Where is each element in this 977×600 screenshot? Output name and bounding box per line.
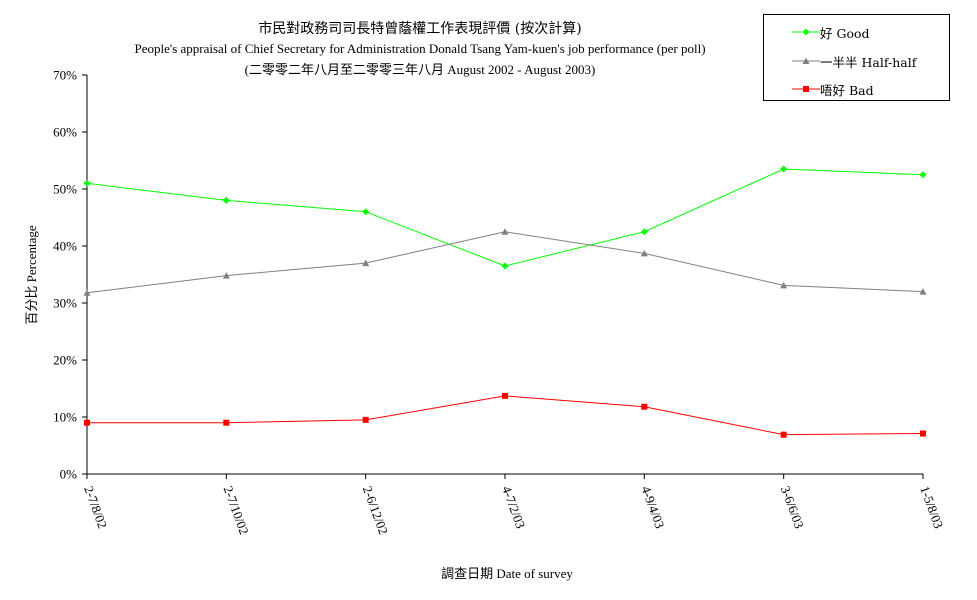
y-tick-label: 10% (53, 410, 77, 425)
x-axis-label: 調查日期 Date of survey (441, 566, 573, 581)
x-tick-label: 2-7/8/02 (81, 484, 110, 531)
data-point (502, 392, 508, 399)
legend-item-bad: 唔好 Bad (764, 79, 874, 99)
y-axis-label: 百分比 Percentage (24, 225, 39, 325)
y-tick-label: 30% (53, 296, 77, 311)
y-axis-ticks: 0% 10% 20% 30% 40% 50% 60% 70% (53, 68, 87, 482)
series-good (83, 165, 927, 270)
data-point (362, 259, 370, 267)
x-tick-label: 2-6/12/02 (360, 484, 391, 537)
legend-label-half: 一半半 Half-half (820, 54, 917, 70)
axes (86, 75, 923, 475)
data-point (362, 208, 370, 216)
y-tick-label: 0% (60, 467, 78, 482)
data-point (640, 249, 648, 257)
data-point (780, 431, 787, 438)
series-group (83, 165, 927, 438)
x-tick-label: 3-6/6/03 (778, 484, 807, 531)
data-point (919, 171, 927, 179)
series-half-half (83, 228, 927, 296)
y-tick-label: 60% (53, 125, 77, 140)
data-point (84, 419, 90, 426)
data-point (501, 228, 509, 235)
data-point (920, 430, 926, 437)
chart-subtitle: People's appraisal of Chief Secretary fo… (134, 41, 705, 56)
series-bad (84, 392, 926, 438)
chart-subtitle-period: (二零零二年八月至二零零三年八月 August 2002 - August 20… (245, 62, 596, 77)
data-point (83, 179, 91, 187)
data-point (223, 419, 230, 426)
x-tick-label: 2-7/10/02 (221, 484, 252, 537)
data-point (640, 228, 648, 236)
legend-swatch-half (792, 57, 820, 64)
series-line (87, 395, 924, 436)
x-axis-ticks: 2-7/8/02 2-7/10/02 2-6/12/02 4-7/2/03 4-9/4/… (81, 474, 946, 537)
data-point (641, 403, 648, 410)
data-point (362, 416, 369, 423)
legend: 好 Good 一半半 Half-half 唔好 Bad (763, 14, 950, 101)
y-tick-label: 50% (53, 182, 77, 197)
data-point (83, 289, 91, 296)
series-line (86, 231, 924, 294)
series-line (86, 168, 924, 267)
y-tick-label: 40% (53, 239, 77, 254)
legend-swatch-bad (792, 86, 820, 92)
data-point (222, 196, 230, 204)
legend-label-good: 好 Good (820, 25, 870, 41)
x-tick-label: 1-5/8/03 (917, 484, 946, 531)
data-point (919, 288, 927, 295)
legend-item-good: 好 Good (764, 22, 870, 42)
x-tick-label: 4-7/2/03 (499, 484, 528, 531)
data-point (222, 272, 230, 279)
legend-swatch-good (792, 28, 820, 36)
data-point (780, 281, 788, 289)
legend-label-bad: 唔好 Bad (820, 82, 874, 98)
chart-title: 市民對政務司司長特曾蔭權工作表現評價 (按次計算) (258, 20, 581, 37)
data-point (501, 262, 509, 270)
y-tick-label: 20% (53, 353, 77, 368)
y-tick-label: 70% (53, 68, 77, 83)
data-point (780, 165, 788, 173)
x-tick-label: 4-9/4/03 (639, 484, 668, 531)
legend-item-half: 一半半 Half-half (764, 51, 916, 71)
